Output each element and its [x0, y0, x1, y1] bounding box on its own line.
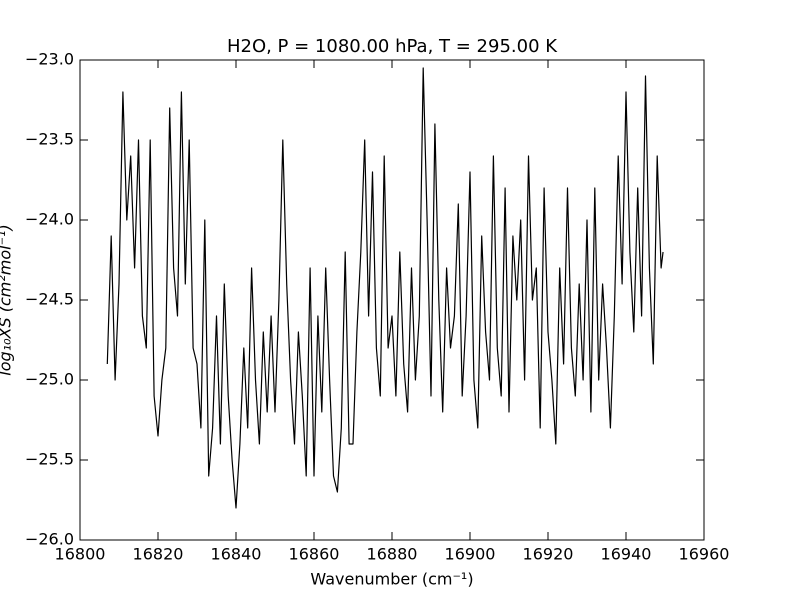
x-tick-label: 16960	[679, 545, 730, 564]
x-tick-label: 16800	[55, 545, 106, 564]
y-tick-label: −26.0	[25, 530, 74, 549]
y-tick-label: −24.0	[25, 210, 74, 229]
x-tick-label: 16920	[523, 545, 574, 564]
data-line	[106, 67, 664, 509]
x-tick-label: 16840	[211, 545, 262, 564]
x-tick-label: 16880	[367, 545, 418, 564]
y-tick-label: −23.0	[25, 50, 74, 69]
x-tick-label: 16940	[601, 545, 652, 564]
x-tick-label: 16820	[133, 545, 184, 564]
x-tick-label: 16900	[445, 545, 496, 564]
y-tick-label: −25.0	[25, 370, 74, 389]
chart-title: H2O, P = 1080.00 hPa, T = 295.00 K	[227, 36, 558, 57]
y-tick-label: −24.5	[25, 290, 74, 309]
y-tick-label: −23.5	[25, 130, 74, 149]
y-axis-label: log₁₀XS (cm²mol⁻¹)	[0, 224, 15, 375]
y-tick-label: −25.5	[25, 450, 74, 469]
x-tick-label: 16860	[289, 545, 340, 564]
x-axis-label: Wavenumber (cm⁻¹)	[310, 570, 473, 589]
